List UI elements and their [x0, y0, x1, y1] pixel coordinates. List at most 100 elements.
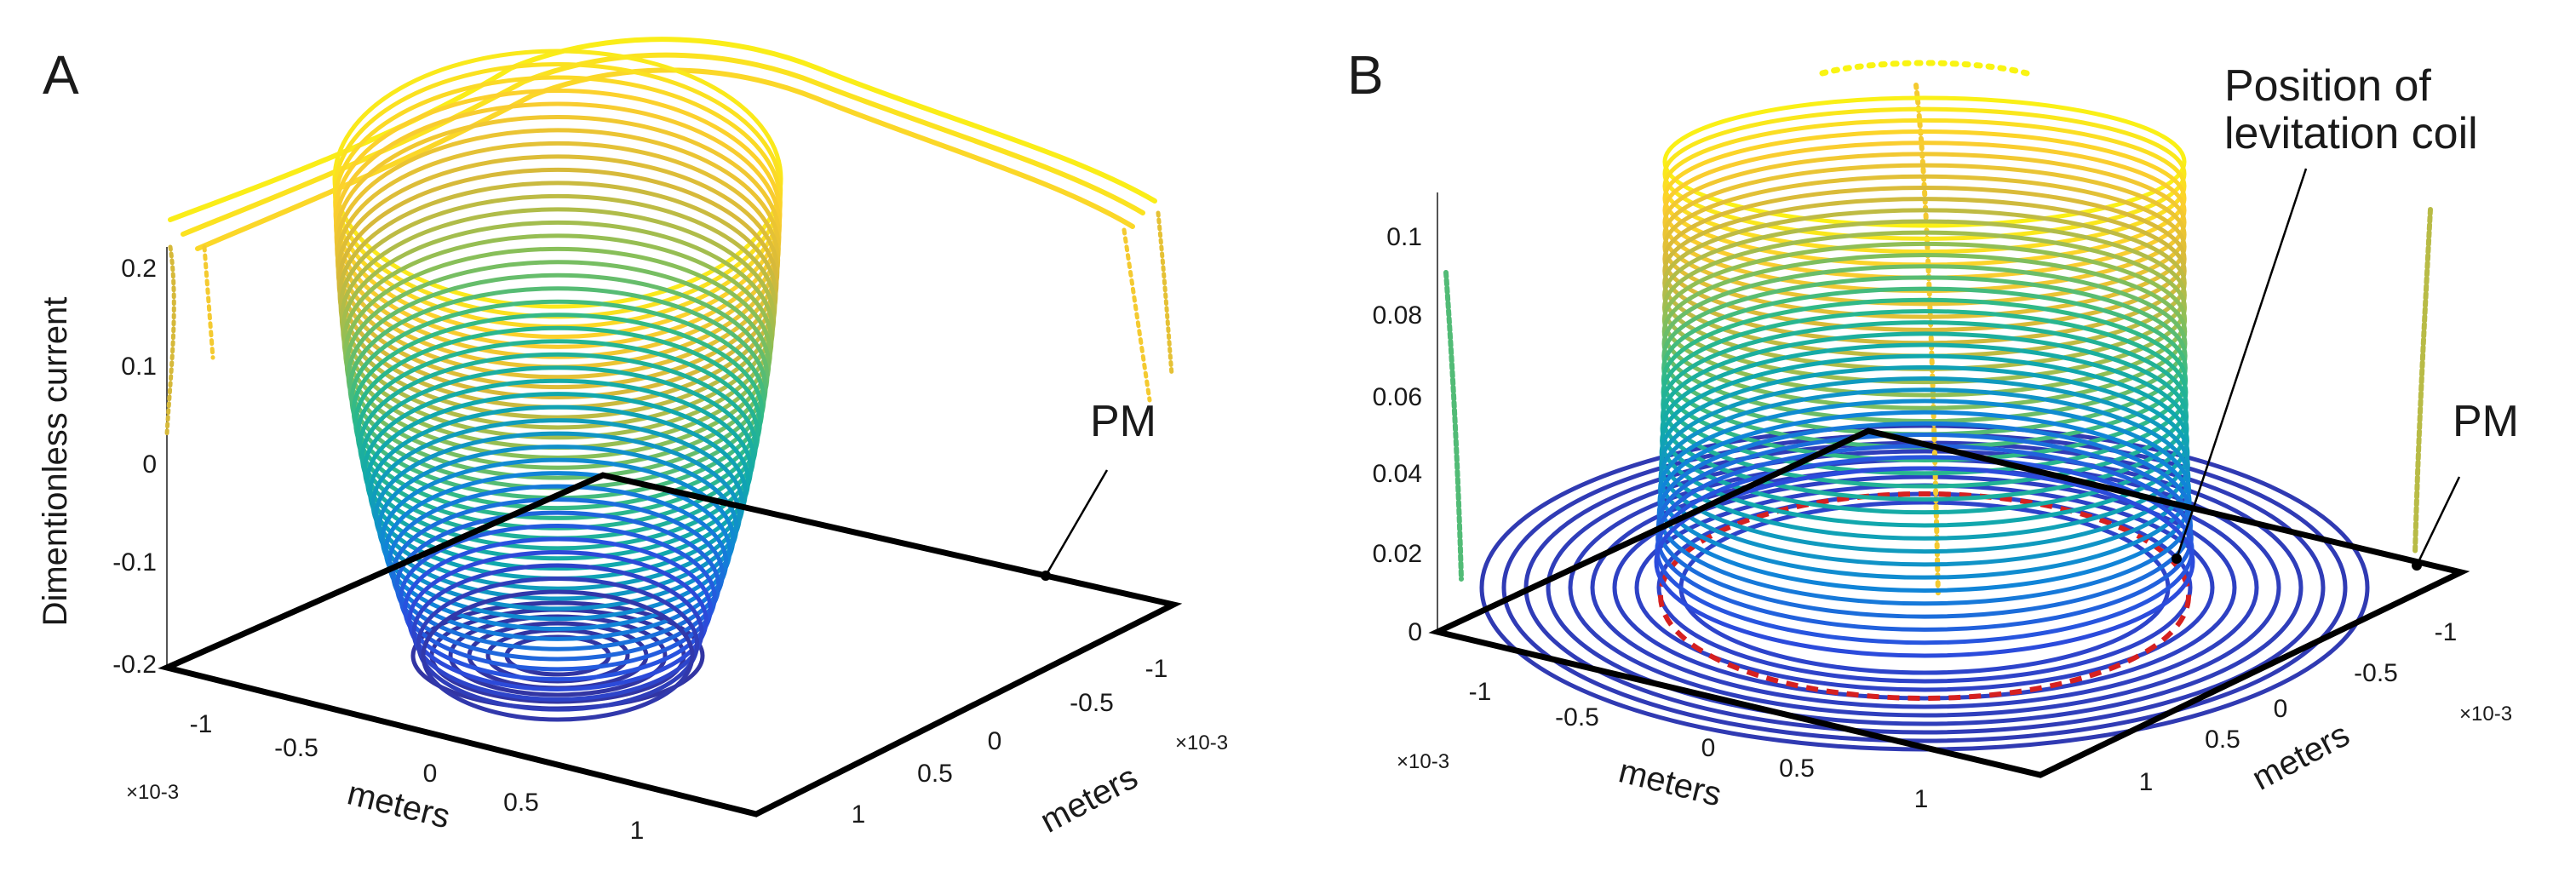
- contour-line: [407, 550, 709, 692]
- pm-label-a: PM: [1090, 397, 1156, 446]
- contour-line: [1662, 163, 2187, 307]
- y-axis-title-b: meters: [2246, 715, 2356, 797]
- ticks-a: 0.2 0.1 0 -0.1 -0.2 -1 -0.5 0 0.5 1 -1 -…: [112, 255, 1228, 845]
- contour-line: [416, 577, 700, 712]
- contour-line: [1654, 466, 2195, 658]
- contour-line: [1156, 210, 1174, 377]
- z-tick-b: 0.08: [1373, 301, 1422, 330]
- z-tick-b: 0: [1408, 618, 1422, 646]
- contour-line: [338, 193, 777, 420]
- y-scale-a: ×10-3: [1175, 731, 1228, 754]
- coil-leader-line-b: [2175, 168, 2308, 559]
- contour-line: [355, 339, 760, 531]
- contour-line: [1612, 474, 2237, 701]
- y-tick-a: -0.5: [1070, 689, 1114, 717]
- pm-marker-b: [2412, 560, 2422, 571]
- y-tick-b: 0.5: [2205, 726, 2240, 754]
- y-tick-a: -1: [1145, 655, 1168, 683]
- contour-line: [1661, 320, 2189, 489]
- contour-line: [394, 510, 721, 662]
- contour-line: [1661, 264, 2188, 424]
- x-tick-a: 0.5: [503, 789, 539, 817]
- y-tick-b: -1: [2435, 618, 2458, 646]
- coil-annotation-b: Position of levitation coil: [2172, 61, 2478, 564]
- z-tick-a: -0.2: [112, 651, 157, 679]
- contour-line: [391, 497, 725, 651]
- y-tick-b: 1: [2139, 768, 2154, 796]
- contour-line: [1634, 483, 2215, 692]
- contour-line: [1443, 270, 1464, 582]
- z-tick-b: 0.02: [1373, 540, 1422, 568]
- contour-line: [364, 392, 751, 571]
- x-tick-b: -1: [1469, 678, 1492, 706]
- y-axis-title-a: meters: [1035, 758, 1145, 840]
- pm-leader-line-a: [1044, 469, 1109, 577]
- contour-line: [353, 325, 762, 520]
- contour-line: [1662, 174, 2187, 319]
- contour-line: [1662, 118, 2187, 255]
- z-tick-a: 0.2: [121, 255, 157, 283]
- contour-line: [1661, 241, 2188, 398]
- contour-line: [1913, 83, 1941, 599]
- pm-annotation-a: PM: [1041, 397, 1156, 581]
- x-tick-b: 0.5: [1779, 754, 1815, 783]
- pm-leader-line-b: [2415, 476, 2461, 566]
- contour-line: [1546, 449, 2303, 726]
- panel-label-a: A: [43, 44, 79, 106]
- contour-line: [202, 227, 1152, 403]
- contour-line: [2412, 207, 2433, 556]
- contour-line: [399, 524, 717, 672]
- x-axis-title-a: meters: [344, 774, 454, 835]
- contour-line: [1819, 60, 2030, 77]
- y-tick-b: -0.5: [2354, 659, 2398, 687]
- x-tick-b: 0: [1701, 734, 1716, 762]
- coil-marker-b: [2172, 554, 2182, 564]
- coil-label-text-line2: levitation coil: [2224, 109, 2478, 158]
- contour-line: [1662, 185, 2187, 332]
- y-tick-b: 0: [2274, 695, 2288, 723]
- z-tick-b: 0.04: [1373, 460, 1422, 488]
- x-tick-a: 1: [630, 817, 645, 845]
- coil-label-b: Position of levitation coil: [2224, 61, 2478, 158]
- contour-line: [346, 272, 770, 480]
- x-scale-a: ×10-3: [126, 781, 179, 804]
- pm-label-b: PM: [2453, 397, 2519, 446]
- contour-line: [380, 457, 736, 622]
- contour-line: [387, 484, 729, 641]
- contour-line: [359, 365, 756, 551]
- contour-line: [1662, 95, 2187, 228]
- contour-line: [421, 589, 695, 722]
- contour-line: [1662, 230, 2187, 385]
- pm-annotation-b: PM: [2412, 397, 2519, 571]
- y-tick-a: 1: [852, 800, 866, 829]
- x-tick-b: 1: [1914, 785, 1929, 813]
- contour-line: [374, 431, 742, 601]
- contour-line: [1661, 253, 2188, 410]
- contour-line: [376, 445, 739, 611]
- contour-line: [448, 614, 668, 697]
- pm-frame-a: [158, 472, 1183, 818]
- x-tick-a: -1: [190, 710, 213, 738]
- contour-line: [1661, 297, 2189, 462]
- x-tick-a: 0: [423, 760, 438, 788]
- contour-lines-a: [164, 37, 1174, 722]
- chart-panel-b: 0.1 0.08 0.06 0.04 0.02 0 -1 -0.5 0 0.5 …: [1373, 60, 2519, 814]
- contour-line: [164, 244, 176, 437]
- contour-line: [343, 246, 772, 460]
- pm-frame-b: [1428, 427, 2470, 778]
- panel-label-b: B: [1347, 44, 1384, 106]
- pm-marker-a: [1041, 571, 1051, 581]
- z-tick-a: 0.1: [121, 353, 157, 381]
- contour-line: [1660, 331, 2189, 502]
- y-scale-b: ×10-3: [2459, 703, 2512, 726]
- contour-line: [344, 260, 772, 470]
- y-tick-a: 0: [988, 727, 1002, 755]
- x-tick-a: -0.5: [274, 734, 318, 762]
- chart-panel-a: 0.2 0.1 0 -0.1 -0.2 -1 -0.5 0 0.5 1 -1 -…: [37, 37, 1228, 845]
- contour-line: [1678, 500, 2171, 675]
- z-axis-title-a: Dimentionless current: [37, 297, 74, 627]
- y-tick-a: 0.5: [917, 760, 953, 788]
- contour-line: [1661, 308, 2189, 476]
- contour-line: [411, 563, 704, 702]
